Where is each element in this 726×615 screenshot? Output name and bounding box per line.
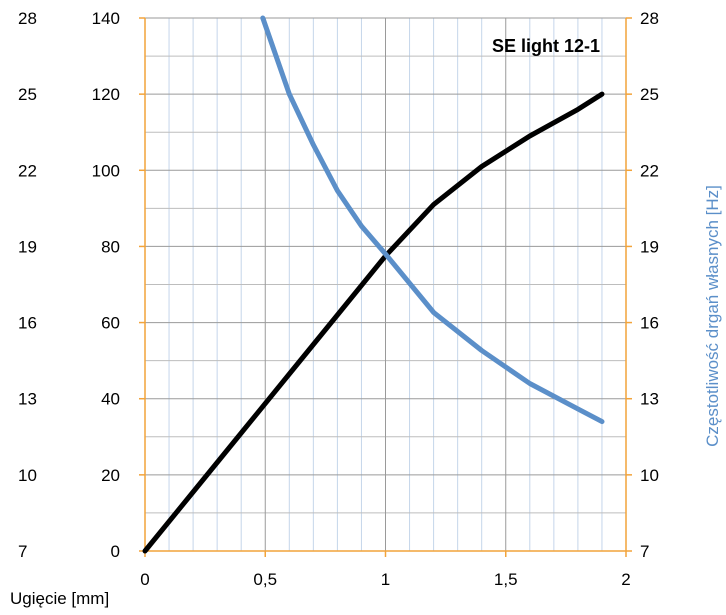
freq-left-tick-labels: 7 10 13 16 19 22 25 28: [18, 9, 37, 561]
load-tick-label: 140: [92, 9, 120, 28]
frequency-series-line: [260, 15, 605, 425]
x-tick-label: 1,5: [494, 570, 518, 589]
freq-left-tick-label: 7: [18, 542, 27, 561]
x-tick-labels: 0 0,5 1 1,5 2: [140, 570, 630, 589]
axes: [139, 17, 632, 557]
freq-right-tick-label: 16: [640, 314, 659, 333]
freq-right-tick-label: 25: [640, 85, 659, 104]
load-tick-label: 120: [92, 85, 120, 104]
freq-right-tick-label: 22: [640, 161, 659, 180]
freq-left-tick-label: 28: [18, 9, 37, 28]
load-tick-label: 40: [101, 390, 120, 409]
freq-left-tick-label: 25: [18, 85, 37, 104]
freq-left-tick-label: 19: [18, 237, 37, 256]
freq-right-tick-label: 10: [640, 466, 659, 485]
x-tick-label: 2: [621, 570, 630, 589]
load-tick-label: 20: [101, 466, 120, 485]
x-tick-label: 0: [140, 570, 149, 589]
x-axis-label: Ugięcie [mm]: [10, 589, 109, 608]
freq-left-tick-label: 22: [18, 161, 37, 180]
freq-right-tick-label: 13: [640, 390, 659, 409]
freq-left-tick-label: 10: [18, 466, 37, 485]
load-tick-label: 0: [111, 542, 120, 561]
right-axis-label: Częstotliwość drgań własnych [Hz]: [703, 185, 722, 447]
series-layer: [142, 15, 605, 554]
freq-right-tick-label: 19: [640, 237, 659, 256]
freq-right-tick-label: 28: [640, 9, 659, 28]
chart-title: SE light 12-1: [492, 36, 600, 56]
freq-right-tick-label: 7: [640, 542, 649, 561]
major-gridlines: [145, 17, 626, 551]
load-tick-label: 60: [101, 314, 120, 333]
x-tick-label: 0,5: [253, 570, 277, 589]
freq-left-tick-label: 13: [18, 390, 37, 409]
freq-right-tick-labels: 7 10 13 16 19 22 25 28: [640, 9, 659, 561]
load-tick-label: 100: [92, 161, 120, 180]
load-tick-labels: 0 20 40 60 80 100 120 140: [92, 9, 120, 561]
freq-left-tick-label: 16: [18, 314, 37, 333]
x-tick-label: 1: [381, 570, 390, 589]
load-tick-label: 80: [101, 237, 120, 256]
